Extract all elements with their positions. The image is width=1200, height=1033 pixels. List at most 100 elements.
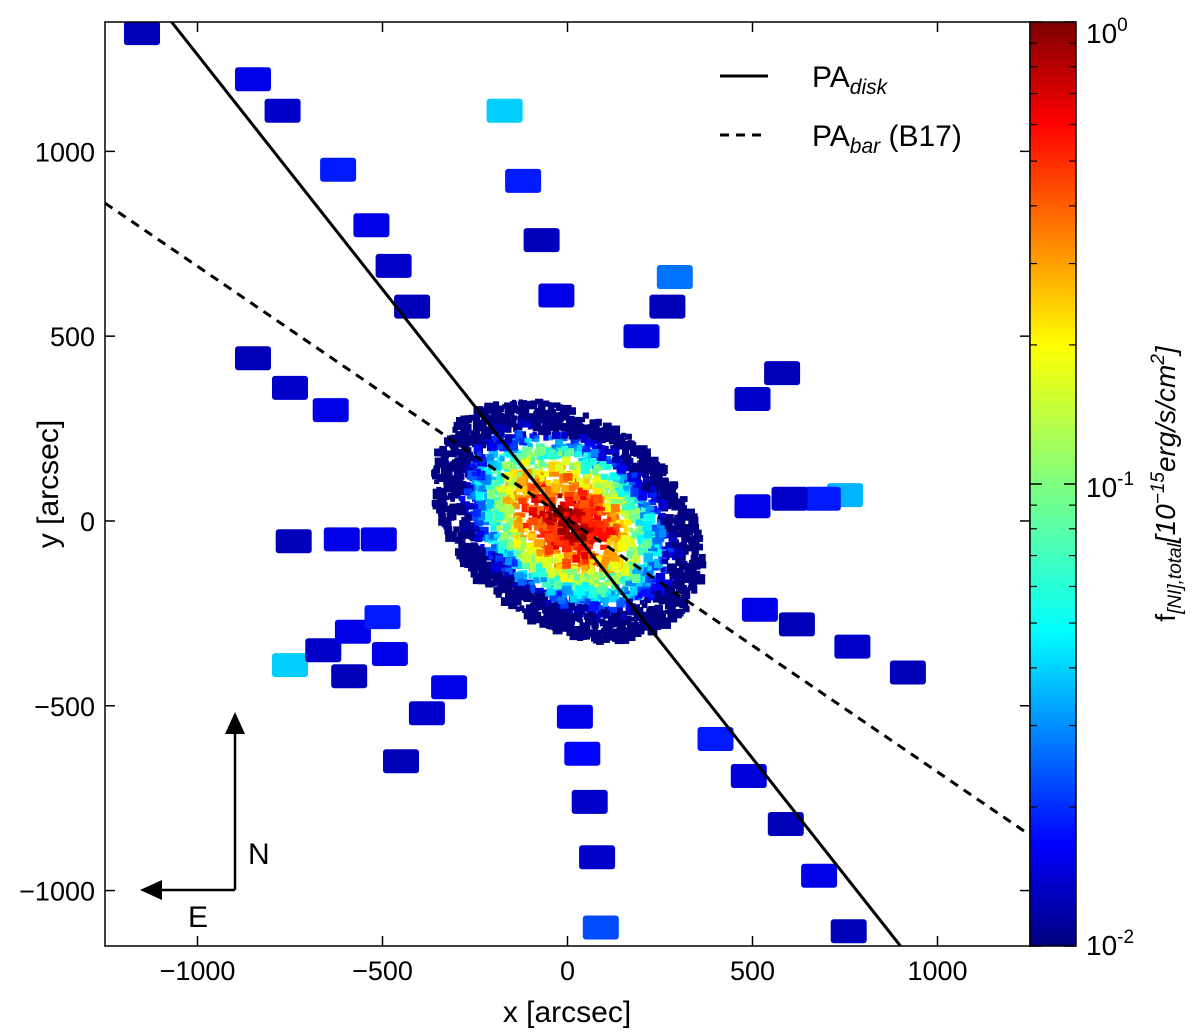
- flux-bin: [581, 567, 587, 574]
- flux-bin: [539, 603, 546, 610]
- flux-bin: [684, 571, 692, 577]
- flux-bin: [540, 577, 547, 583]
- flux-bin: [446, 482, 455, 490]
- flux-bin: [528, 581, 535, 588]
- flux-bin: [696, 543, 703, 551]
- flux-bin: [507, 528, 512, 533]
- flux-bin: [621, 567, 630, 576]
- flux-bin: [434, 468, 440, 474]
- flux-bin: [673, 574, 681, 583]
- flux-bin: [484, 480, 494, 490]
- flux-bin: [637, 489, 648, 501]
- spoke-bin: [394, 294, 431, 319]
- flux-bin: [484, 467, 489, 471]
- flux-bin: [548, 497, 556, 503]
- flux-bin: [472, 509, 481, 518]
- flux-bin: [476, 530, 484, 537]
- flux-bin: [561, 612, 571, 621]
- flux-bin: [570, 595, 577, 603]
- spoke-bin: [538, 283, 575, 308]
- flux-bin: [493, 521, 503, 531]
- flux-bin: [647, 467, 654, 475]
- x-tick-label: 0: [560, 956, 575, 986]
- spoke-bin: [235, 67, 271, 92]
- flux-bin: [516, 453, 525, 461]
- flux-bin: [432, 499, 442, 510]
- flux-bin: [570, 624, 575, 629]
- flux-bin: [639, 575, 649, 583]
- flux-bin: [492, 405, 503, 414]
- flux-bin: [528, 517, 538, 526]
- flux-bin: [639, 564, 646, 570]
- flux-bin: [625, 634, 631, 640]
- flux-bin: [521, 458, 529, 468]
- flux-bin: [530, 541, 535, 546]
- spoke-bin: [371, 642, 408, 666]
- flux-bin: [543, 573, 549, 578]
- flux-bin: [525, 524, 532, 531]
- flux-bin: [563, 511, 569, 517]
- flux-bin: [549, 594, 557, 602]
- spoke-bin: [334, 619, 371, 644]
- flux-bin: [543, 434, 549, 441]
- flux-bin: [653, 507, 661, 515]
- flux-bin: [460, 499, 465, 505]
- flux-bin: [593, 615, 599, 620]
- flux-bin: [563, 539, 569, 547]
- flux-bin: [502, 496, 511, 505]
- flux-bin: [577, 549, 582, 555]
- flux-bin: [662, 610, 668, 614]
- flux-bin: [649, 479, 655, 485]
- flux-bin: [562, 484, 573, 496]
- flux-bin: [520, 540, 525, 545]
- flux-bin: [564, 492, 574, 500]
- flux-bin: [491, 544, 497, 550]
- flux-bin: [545, 519, 554, 527]
- flux-bin: [538, 572, 547, 581]
- flux-bin: [561, 535, 570, 542]
- flux-bin: [603, 551, 612, 561]
- flux-bin: [552, 424, 560, 433]
- flux-bin: [581, 551, 589, 560]
- spoke-bin: [523, 228, 560, 253]
- y-tick-label: −500: [34, 692, 95, 722]
- x-tick-label: 1000: [907, 956, 967, 986]
- flux-bin: [615, 487, 620, 492]
- colorbar-tick-label: 10-2: [1086, 927, 1134, 961]
- flux-bin: [553, 580, 562, 590]
- flux-bin: [502, 551, 510, 558]
- flux-bin: [659, 530, 667, 538]
- flux-bin: [681, 589, 691, 600]
- flux-bin: [616, 474, 624, 484]
- flux-bin: [570, 515, 579, 524]
- flux-bin: [630, 487, 639, 497]
- flux-bin: [463, 488, 472, 495]
- flux-bin: [593, 463, 603, 471]
- flux-bin: [551, 578, 556, 582]
- flux-bin: [621, 562, 629, 569]
- spoke-bin: [505, 168, 542, 193]
- flux-bin: [439, 513, 446, 520]
- legend: PAdisk PAbar (B17): [720, 61, 962, 158]
- flux-bin: [443, 483, 449, 490]
- flux-bin: [561, 431, 568, 439]
- flux-bin: [561, 446, 568, 451]
- flux-bin: [592, 633, 603, 644]
- flux-bin: [577, 633, 584, 641]
- flux-bin: [475, 534, 483, 542]
- flux-bin: [541, 577, 551, 588]
- flux-bin: [596, 588, 601, 593]
- flux-bin: [622, 459, 629, 466]
- flux-bin: [438, 517, 448, 526]
- flux-bin: [468, 436, 477, 446]
- flux-bin: [542, 516, 548, 522]
- flux-bin: [564, 408, 571, 414]
- flux-bin: [538, 524, 548, 531]
- flux-bin: [521, 559, 532, 570]
- flux-bin: [581, 515, 592, 524]
- flux-bin: [646, 455, 651, 460]
- flux-bin: [506, 564, 512, 570]
- flux-bin: [516, 516, 522, 523]
- flux-bin: [519, 513, 526, 518]
- flux-bin: [441, 467, 450, 476]
